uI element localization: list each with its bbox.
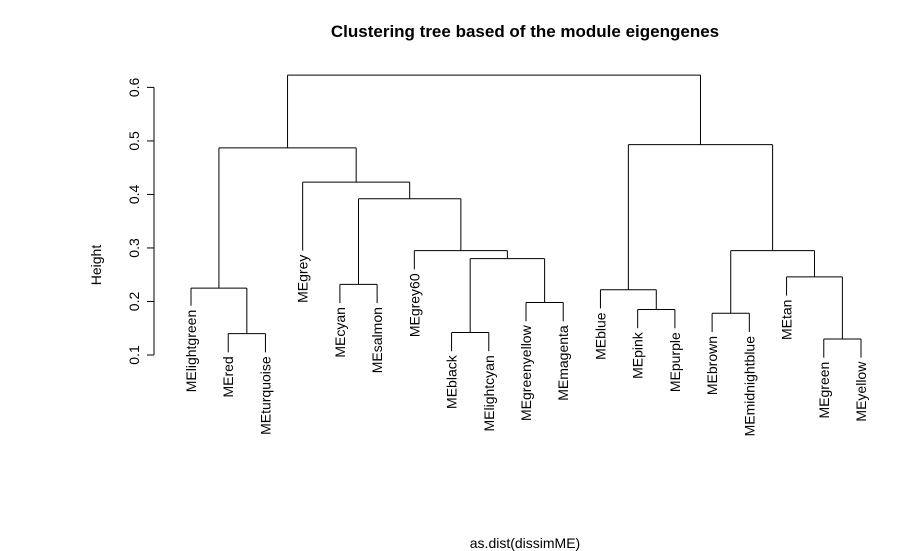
leaf-label: MEgrey60 [406,273,422,337]
chart-title: Clustering tree based of the module eige… [331,22,719,41]
leaf-label: MEturquoise [257,356,273,435]
leaf-label: MElightcyan [481,355,497,431]
leaf-label: MEgreenyellow [518,324,534,421]
y-tick-label: 0.4 [126,184,142,204]
x-axis-label: as.dist(dissimME) [470,535,580,551]
y-axis-label: Height [88,245,104,286]
leaf-label: MEgreen [816,362,832,419]
dendrogram-tree [190,74,862,358]
leaf-labels: MElightgreen MEred MEturquoise MEgrey MEcyan… [183,255,869,437]
leaf-label: MEred [220,356,236,397]
y-axis: 0.1 0.2 0.3 0.4 0.5 0.6 [126,77,155,365]
leaf-label: MEsalmon [369,307,385,373]
leaf-label: MEblue [592,312,608,360]
y-tick-label: 0.6 [126,77,142,97]
leaf-label: MEpurple [667,332,683,392]
y-tick-label: 0.3 [126,238,142,258]
leaf-label: MEbrown [704,336,720,395]
leaf-label: MEcyan [332,307,348,358]
leaf-label: MEtan [779,300,795,340]
leaf-label: MEpink [630,331,646,379]
leaf-label: MEmidnightblue [741,336,757,437]
leaf-label: MEyellow [853,361,869,422]
y-tick-label: 0.2 [126,292,142,312]
y-tick-label: 0.5 [126,131,142,151]
leaf-label: MEblack [444,354,460,409]
leaf-label: MEgrey [295,255,311,303]
leaf-label: MEmagenta [555,325,571,401]
y-tick-label: 0.1 [126,345,142,365]
leaf-label: MElightgreen [183,310,199,393]
